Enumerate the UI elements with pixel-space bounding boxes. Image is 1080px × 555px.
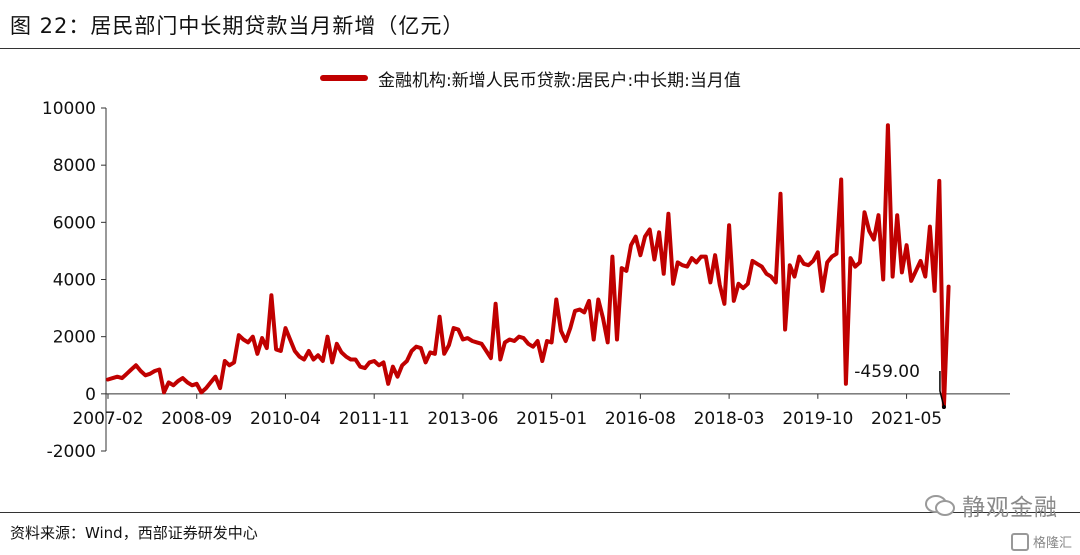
legend-label: 金融机构:新增人民币贷款:居民户:中长期:当月值 [378,70,741,91]
x-tick-label: 2021-05 [871,409,942,429]
logo-mark-icon [1010,532,1029,551]
site-logo: 格隆汇 [1010,532,1072,551]
x-tick-label: 2007-02 [72,409,143,429]
y-tick-label: 2000 [53,328,96,348]
title-divider [0,48,1080,49]
series-layer [106,123,951,409]
y-tick-label: 8000 [53,156,96,176]
x-tick-label: 2013-06 [427,409,498,429]
x-tick-label: 2011-11 [339,409,410,429]
y-tick-label: 10000 [42,99,96,119]
y-tick-label: 6000 [53,213,96,233]
y-tick-label: -2000 [47,442,96,462]
x-tick-label: 2016-08 [605,409,676,429]
chart-legend: 金融机构:新增人民币贷款:居民户:中长期:当月值 [320,66,741,91]
wechat-icon [925,495,955,516]
legend-swatch [320,75,368,81]
x-tick-label: 2008-09 [161,409,232,429]
annotation-label: -459.00 [854,362,920,382]
x-tick-label: 2018-03 [694,409,765,429]
logo-text: 格隆汇 [1032,536,1072,551]
annotation-leader [939,370,945,408]
source-note: 资料来源：Wind，西部证券研发中心 [10,524,258,542]
x-axis: 2007-02 2008-09 2010-04 2011-11 2013-06 2015-… [72,393,1010,429]
x-tick-label: 2019-10 [782,409,853,429]
watermark-text: 静观金融 [962,495,1058,521]
page-title: 图 22：居民部门中长期贷款当月新增（亿元） [10,14,465,38]
footer-divider [0,512,1080,513]
x-tick-label: 2015-01 [516,409,587,429]
y-tick-label: 4000 [53,271,96,291]
annotation-layer: -459.00 [854,362,946,409]
series-line [106,123,951,409]
watermark: 静观金融 [924,488,1058,522]
y-axis: -2000 0 2000 4000 6000 8000 10000 [42,99,107,462]
x-tick-label: 2010-04 [250,409,321,429]
y-tick-label: 0 [85,385,96,405]
